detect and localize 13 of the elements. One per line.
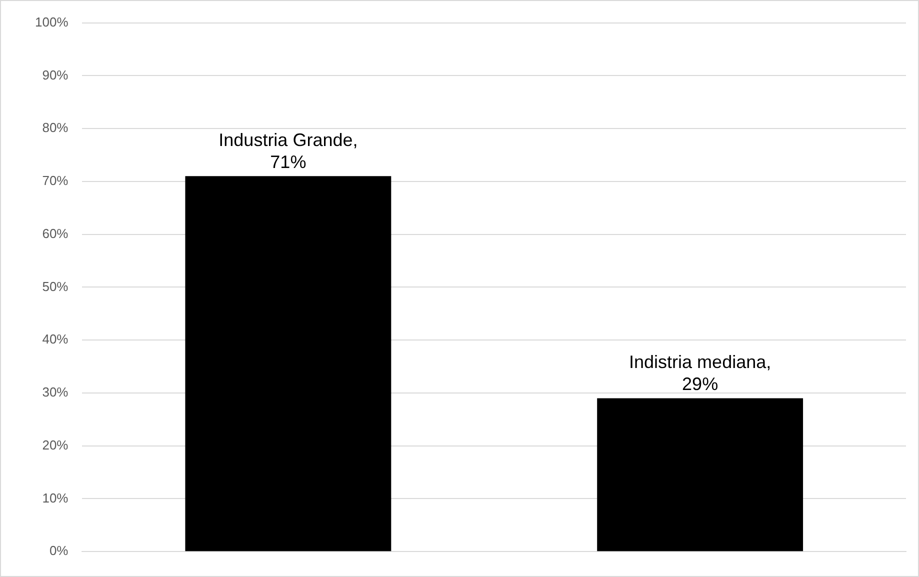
y-tick-label: 40% [42, 332, 69, 347]
y-tick-label: 60% [42, 226, 69, 241]
y-tick-label: 70% [42, 173, 69, 188]
y-tick-label: 10% [42, 490, 69, 506]
y-tick-label: 100% [35, 14, 69, 30]
y-tick-label: 20% [42, 437, 69, 452]
y-tick-label: 80% [42, 120, 69, 136]
text: Industria Grande, 71% [218, 130, 358, 172]
text: Indistria mediana, 29% [629, 352, 772, 394]
y-tick-label: 0% [49, 543, 69, 558]
y-tick-label: 30% [42, 384, 69, 400]
y-tick-label: 90% [42, 67, 69, 82]
y-tick-label: 50% [42, 278, 69, 294]
